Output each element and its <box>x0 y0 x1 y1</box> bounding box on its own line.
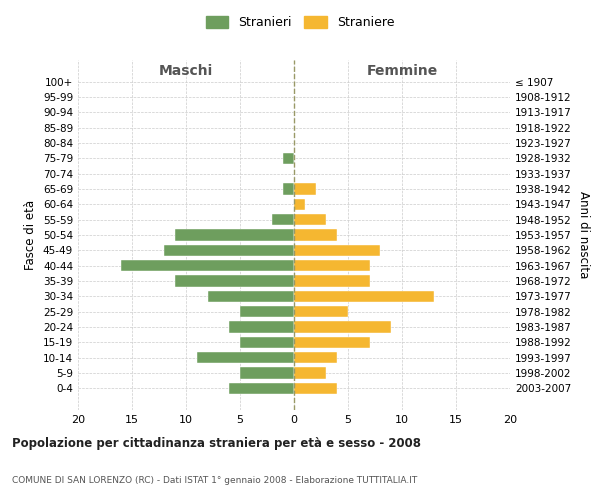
Bar <box>175 229 294 241</box>
Bar <box>294 244 380 256</box>
Bar <box>294 290 434 302</box>
Bar <box>294 306 348 318</box>
Bar <box>294 260 370 272</box>
Bar <box>283 183 294 194</box>
Bar <box>294 368 326 379</box>
Bar <box>294 214 326 226</box>
Bar <box>121 260 294 272</box>
Text: Maschi: Maschi <box>159 64 213 78</box>
Y-axis label: Anni di nascita: Anni di nascita <box>577 192 590 278</box>
Legend: Stranieri, Straniere: Stranieri, Straniere <box>201 11 399 34</box>
Bar <box>164 244 294 256</box>
Bar <box>294 276 370 287</box>
Text: Femmine: Femmine <box>367 64 437 78</box>
Bar <box>294 382 337 394</box>
Bar <box>294 352 337 364</box>
Bar <box>294 198 305 210</box>
Y-axis label: Fasce di età: Fasce di età <box>25 200 37 270</box>
Text: COMUNE DI SAN LORENZO (RC) - Dati ISTAT 1° gennaio 2008 - Elaborazione TUTTITALI: COMUNE DI SAN LORENZO (RC) - Dati ISTAT … <box>12 476 417 485</box>
Bar <box>175 276 294 287</box>
Bar <box>294 336 370 348</box>
Bar <box>294 183 316 194</box>
Bar <box>294 229 337 241</box>
Bar <box>283 152 294 164</box>
Bar <box>240 368 294 379</box>
Text: Popolazione per cittadinanza straniera per età e sesso - 2008: Popolazione per cittadinanza straniera p… <box>12 437 421 450</box>
Bar <box>208 290 294 302</box>
Bar <box>229 322 294 333</box>
Bar <box>229 382 294 394</box>
Bar <box>197 352 294 364</box>
Bar <box>272 214 294 226</box>
Bar <box>240 336 294 348</box>
Bar <box>240 306 294 318</box>
Bar <box>294 322 391 333</box>
